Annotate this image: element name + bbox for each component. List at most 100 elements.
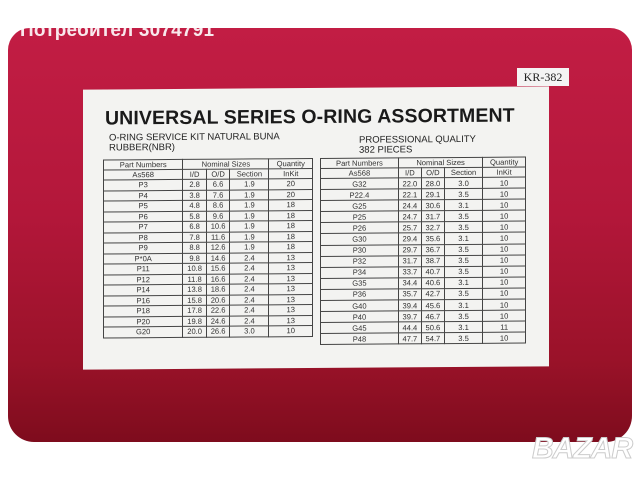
table-cell: 18	[268, 199, 313, 211]
table-cell: 40.6	[421, 277, 445, 289]
table-cell: 54.7	[421, 332, 445, 345]
table-cell: 34.4	[398, 277, 422, 289]
table-cell: 46.7	[421, 310, 445, 322]
table-cell: 39.4	[398, 299, 422, 312]
model-tag: KR-382	[517, 68, 569, 86]
table-cell: 8.6	[206, 200, 230, 211]
table-cell: 3.5	[444, 254, 483, 267]
table-cell: 22.6	[206, 305, 230, 316]
table-cell: 20	[268, 178, 313, 190]
header-as568: As568	[103, 169, 183, 180]
header-inkit: InKit	[268, 168, 313, 179]
table-cell: G25	[320, 200, 399, 212]
table-cell: 9.8	[182, 252, 207, 264]
table-cell: 2.4	[229, 262, 269, 274]
table-cell: 10	[482, 299, 526, 311]
table-cell: G45	[320, 322, 399, 334]
table-cell: P14	[103, 284, 183, 296]
table-cell: 42.7	[421, 288, 445, 300]
header-part: Part Numbers	[103, 159, 183, 170]
table-cell: 11.8	[182, 273, 207, 285]
table-cell: 8.8	[182, 242, 207, 253]
table-cell: 10	[482, 243, 526, 255]
table-cell: 3.5	[444, 332, 483, 345]
table-cell: P11	[103, 263, 183, 275]
table-cell: 20.6	[206, 294, 230, 306]
table-cell: 40.7	[421, 266, 445, 278]
table-cell: 10	[482, 177, 526, 189]
table-cell: P16	[103, 294, 183, 306]
table-cell: 38.7	[421, 255, 445, 267]
table-cell: 9.6	[206, 210, 230, 222]
table-cell: 20	[268, 189, 313, 200]
table-cell: 3.0	[229, 325, 269, 337]
table-cell: 30.6	[421, 199, 445, 212]
table-cell: 10	[482, 221, 526, 233]
table-cell: 3.5	[444, 243, 483, 256]
table-cell: 35.6	[421, 233, 445, 245]
table-cell: 10.6	[206, 221, 230, 232]
table-cell: 13	[268, 262, 313, 274]
table-cell: 7.8	[182, 231, 207, 243]
table-cell: 18	[268, 231, 313, 242]
table-cell: 10	[482, 265, 526, 278]
table-cell: 13	[268, 252, 313, 263]
table-cell: 17.8	[182, 305, 207, 316]
table-cell: 24.7	[398, 211, 422, 223]
table-cell: P8	[103, 231, 183, 243]
header-quantity: Quantity	[482, 157, 526, 168]
subtitle-line: RUBBER(NBR)	[109, 141, 175, 154]
table-cell: 31.7	[398, 255, 422, 267]
header-section: Section	[444, 167, 483, 178]
header-id: I/D	[182, 169, 207, 180]
subtitle-left: O-RING SERVICE KIT NATURAL BUNA RUBBER(N…	[109, 131, 280, 154]
table-cell: 35.7	[398, 288, 422, 300]
table-cell: P40	[320, 311, 399, 323]
table-cell: 2.4	[229, 252, 269, 264]
table-cell: 3.1	[444, 299, 483, 311]
table-cell: 29.1	[421, 188, 445, 200]
bazar-logo: BAZAR	[532, 432, 634, 466]
table-cell: 29.7	[398, 244, 422, 256]
table-cell: 29.4	[398, 233, 422, 245]
table-cell: 10	[482, 310, 526, 322]
table-cell: 3.1	[444, 321, 483, 333]
table-cell: 28.0	[421, 177, 445, 189]
header-part: Part Numbers	[320, 157, 399, 169]
table-cell: 2.4	[229, 294, 269, 306]
watermark-username: Потребител 3074791	[20, 20, 215, 41]
table-cell: 3.8	[182, 189, 207, 201]
table-cell: 2.4	[229, 283, 269, 295]
table-cell: 1.9	[229, 231, 269, 243]
table-cell: 2.4	[229, 273, 269, 285]
table-cell: 22.0	[398, 177, 422, 190]
table-cell: 18	[268, 210, 313, 221]
table-cell: P7	[103, 221, 183, 233]
table-cell: 32.7	[421, 221, 445, 234]
table-cell: 10	[482, 332, 526, 344]
table-cell: 1.9	[229, 220, 269, 232]
table-cell: 3.5	[444, 310, 483, 322]
table-cell: P36	[320, 288, 399, 301]
table-cell: 44.4	[398, 321, 422, 334]
header-quantity: Quantity	[268, 158, 313, 169]
header-od: O/D	[421, 167, 445, 178]
table-cell: 10	[482, 188, 526, 200]
table-cell: 10	[482, 287, 526, 300]
header-nominal: Nominal Sizes	[398, 157, 483, 168]
table-cell: 6.6	[206, 179, 230, 190]
table-cell: 2.4	[229, 315, 269, 327]
table-cell: 3.5	[444, 188, 483, 200]
table-cell: 22.1	[398, 188, 422, 201]
table-cell: P18	[103, 305, 183, 317]
table-cell: 10	[482, 276, 526, 289]
table-cell: 24.4	[398, 199, 422, 212]
table-cell: 31.7	[421, 210, 445, 223]
label-title: UNIVERSAL SERIES O-RING ASSORTMENT	[105, 104, 515, 130]
table-cell: P5	[103, 200, 183, 212]
table-cell: P6	[103, 210, 183, 222]
table-cell: 2.8	[182, 179, 207, 190]
table-cell: 3.5	[444, 210, 483, 222]
table-cell: 18.6	[206, 284, 230, 295]
table-cell: 13	[268, 315, 313, 326]
